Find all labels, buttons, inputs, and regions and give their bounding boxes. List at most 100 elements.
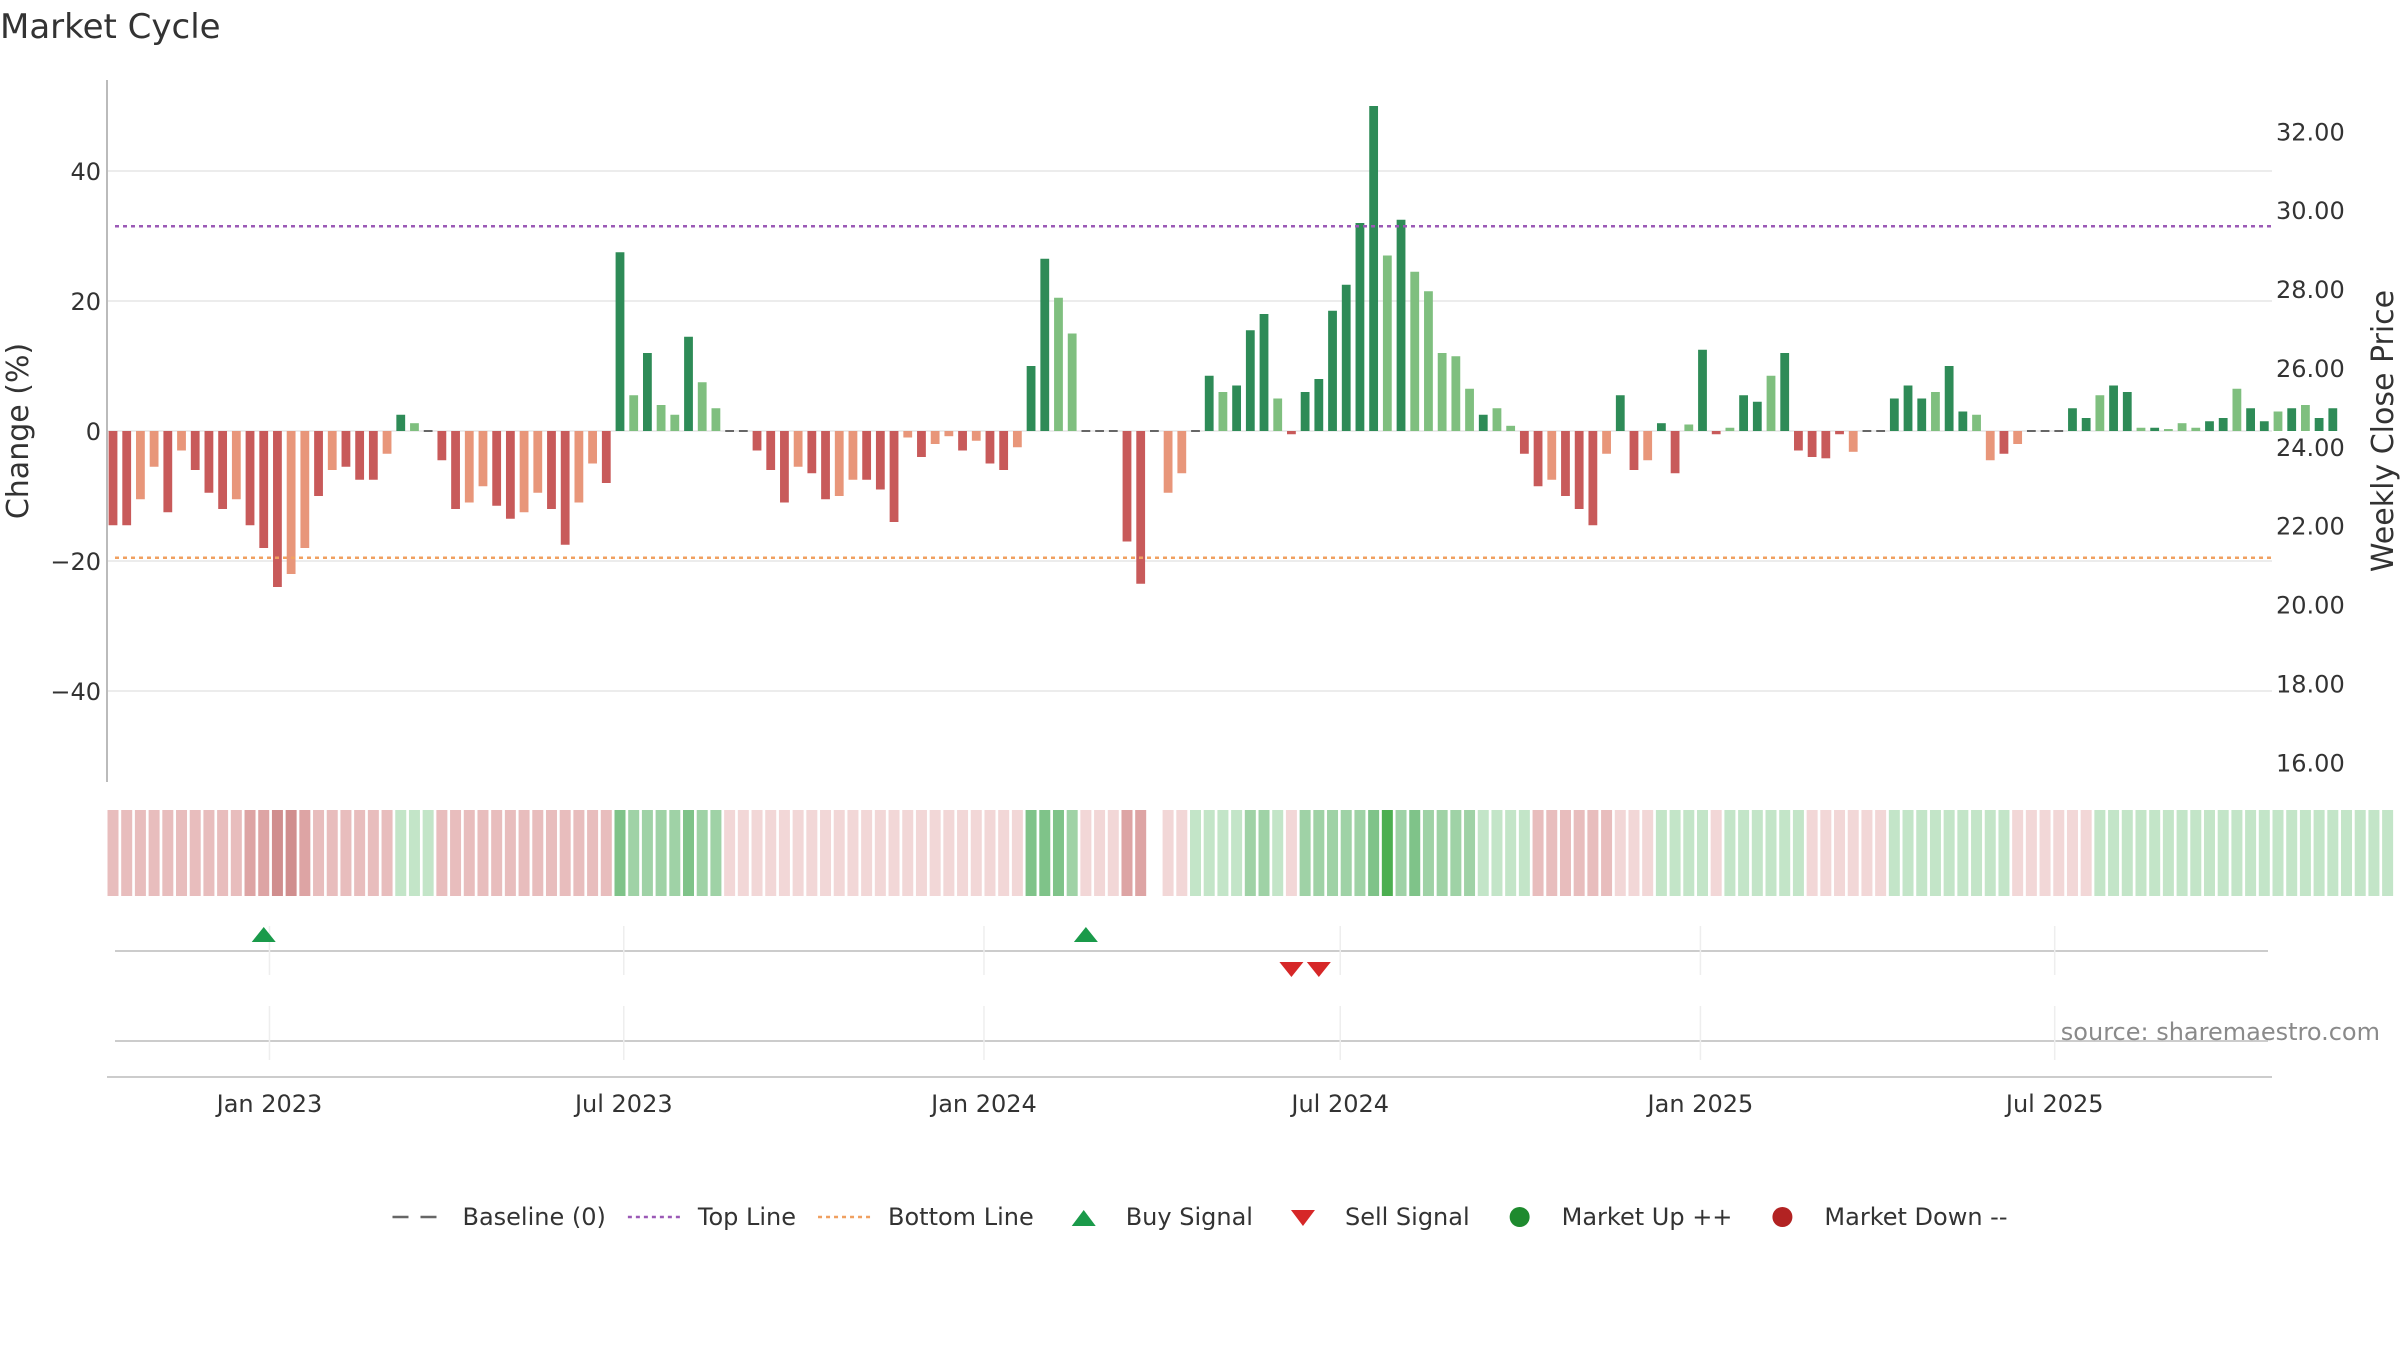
buy-signal-marker [1073, 927, 1098, 942]
change-bar [1889, 398, 1899, 431]
change-bar [410, 423, 419, 431]
cycle-strip-cell [1080, 810, 1092, 896]
cycle-strip-cell [1066, 810, 1078, 896]
change-bar [2109, 385, 2118, 431]
cycle-strip-cell [833, 810, 845, 896]
change-bar [2122, 392, 2132, 431]
cycle-strip-cell [1395, 810, 1407, 896]
change-bar [1958, 411, 1968, 431]
cycle-strip-cell [1011, 810, 1023, 896]
cycle-strip-cell [2258, 810, 2270, 896]
change-bar [1999, 431, 2009, 454]
y-tick-right: 20.00 [2276, 592, 2345, 620]
cycle-strip-cell [778, 810, 790, 896]
cycle-strip-cell [559, 810, 571, 896]
change-bar [1615, 395, 1625, 431]
cycle-strip-cell [463, 810, 475, 896]
cycle-strip-cell [2025, 810, 2037, 896]
cycle-strip-cell [861, 810, 873, 896]
sell-signal-marker [1306, 962, 1331, 977]
change-bar [1739, 395, 1749, 431]
change-bar [1917, 398, 1927, 431]
cycle-strip-cell [2354, 810, 2366, 896]
change-bar [711, 408, 721, 431]
cycle-strip-cell [874, 810, 886, 896]
y-tick-right: 32.00 [2276, 118, 2345, 146]
cycle-strip-cell [710, 810, 722, 896]
change-bar [1259, 314, 1269, 431]
cycle-strip-cell [1642, 810, 1654, 896]
cycle-strip-cell [422, 810, 434, 896]
cycle-strip-cell [1875, 810, 1887, 896]
cycle-strip-cell [655, 810, 667, 896]
cycle-strip-cell [1327, 810, 1339, 896]
cycle-strip-cell [2382, 810, 2394, 896]
change-bar [1643, 431, 1653, 461]
cycle-strip-cell [244, 810, 256, 896]
change-bar [2095, 395, 2105, 431]
change-bar [971, 431, 981, 441]
change-bar [2013, 431, 2023, 444]
change-bar [1012, 431, 1022, 448]
cycle-strip-cell [545, 810, 557, 896]
cycle-strip-cell [1655, 810, 1667, 896]
cycle-strip-cell [2313, 810, 2325, 896]
y-tick-left: 20 [70, 288, 101, 316]
cycle-strip-cell [943, 810, 955, 896]
cycle-strip-cell [888, 810, 900, 896]
cycle-strip-cell [614, 810, 626, 896]
change-bar [451, 431, 460, 509]
cycle-strip-cell [1765, 810, 1777, 896]
cycle-strip-cell [1998, 810, 2010, 896]
change-bar [1588, 431, 1598, 526]
cycle-strip-cell [806, 810, 818, 896]
change-bar [505, 431, 515, 519]
legend-label: Sell Signal [1345, 1203, 1470, 1231]
change-bar [875, 431, 885, 490]
legend-label: Bottom Line [888, 1203, 1034, 1231]
change-bar [396, 414, 406, 431]
cycle-strip-cell [1669, 810, 1681, 896]
source-label: source: sharemaestro.com [2061, 1018, 2380, 1046]
change-bar [574, 431, 584, 503]
change-bar [1629, 431, 1639, 470]
cycle-strip-cell [1751, 810, 1763, 896]
legend-item: Market Up ++ [1509, 1203, 1732, 1231]
legend-label: Top Line [697, 1203, 796, 1231]
cycle-strip-cell [1601, 810, 1613, 896]
change-bar [108, 431, 118, 526]
cycle-strip-cell [299, 810, 311, 896]
x-tick-label: Jan 2024 [929, 1090, 1037, 1118]
legend-item: Sell Signal [1290, 1203, 1470, 1231]
change-bar [2150, 427, 2160, 431]
cycle-strip-cell [1039, 810, 1051, 896]
change-bar [1835, 431, 1844, 435]
legend-label: Buy Signal [1126, 1203, 1253, 1231]
right-axis-title: Weekly Close Price [2366, 290, 2400, 572]
cycle-strip-cell [737, 810, 749, 896]
change-bar [1574, 431, 1584, 509]
change-bar [1533, 431, 1543, 487]
cycle-strip-cell [162, 810, 174, 896]
y-tick-left: −20 [50, 548, 101, 576]
cycle-strip-cell [2066, 810, 2078, 896]
y-tick-right: 16.00 [2276, 749, 2345, 777]
change-bar [1684, 424, 1694, 431]
change-bar [1492, 408, 1502, 431]
change-bar [1163, 431, 1173, 493]
cycle-strip-cell [1984, 810, 1996, 896]
change-bar [1245, 330, 1255, 431]
change-bar [601, 431, 611, 483]
change-bar [341, 431, 351, 467]
change-bar [1547, 431, 1557, 480]
change-bar [1177, 431, 1187, 474]
sell-signal-marker [1279, 962, 1304, 977]
cycle-strip-cell [1450, 810, 1462, 896]
change-bar [1067, 333, 1077, 431]
change-bar [793, 431, 803, 467]
change-bar [752, 431, 762, 451]
chart-title: Market Cycle [0, 7, 221, 47]
legend-item: Bottom Line [818, 1203, 1034, 1231]
change-bar [1232, 385, 1242, 431]
